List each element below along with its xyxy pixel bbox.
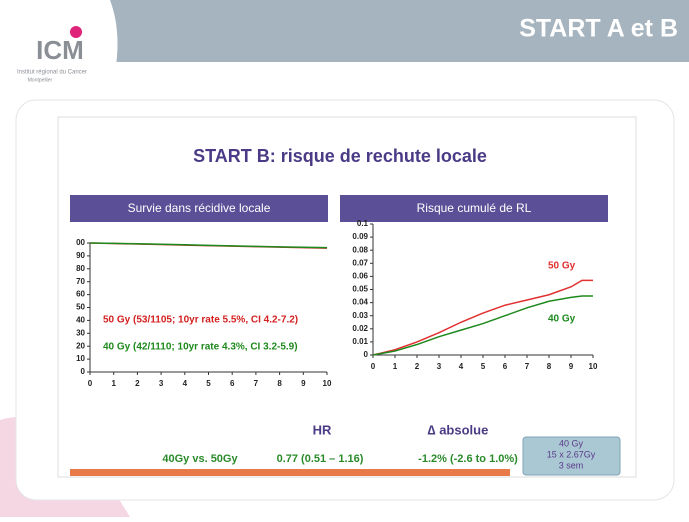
hr-value: 0.77 (0.51 – 1.16) bbox=[277, 453, 364, 465]
x-tick-label: 10 bbox=[323, 379, 332, 388]
series-line bbox=[372, 279, 593, 356]
y-tick-label: 0 bbox=[364, 350, 369, 359]
x-tick-label: 7 bbox=[525, 362, 530, 371]
x-tick-label: 8 bbox=[277, 379, 282, 388]
y-tick-label: 0.06 bbox=[352, 272, 368, 281]
y-tick-label: 10 bbox=[76, 354, 85, 363]
x-tick-label: 9 bbox=[301, 379, 306, 388]
footer-bar bbox=[70, 469, 510, 476]
panel-title: Risque cumulé de RL bbox=[417, 201, 532, 215]
x-tick-label: 3 bbox=[437, 362, 442, 371]
x-tick-label: 3 bbox=[159, 379, 164, 388]
y-tick-label: 80 bbox=[76, 264, 85, 273]
series-line bbox=[372, 295, 593, 356]
x-tick-label: 0 bbox=[371, 362, 376, 371]
x-tick-label: 1 bbox=[393, 362, 398, 371]
y-tick-label: 0.07 bbox=[352, 258, 368, 267]
x-tick-label: 9 bbox=[569, 362, 574, 371]
logo-dot bbox=[70, 26, 82, 38]
y-tick-label: 0.04 bbox=[352, 298, 368, 307]
info-box bbox=[522, 436, 621, 476]
y-tick-label: 0.02 bbox=[352, 324, 368, 333]
slide-title: START B: risque de rechute locale bbox=[193, 146, 487, 166]
hr-header: HR bbox=[313, 422, 332, 437]
y-tick-label: 20 bbox=[76, 341, 85, 350]
logo-line: Montpellier bbox=[28, 77, 53, 83]
x-tick-label: 8 bbox=[547, 362, 552, 371]
panel-header bbox=[340, 195, 608, 222]
y-tick-label: 50 bbox=[76, 303, 85, 312]
series-label: 50 Gy bbox=[548, 261, 576, 272]
x-tick-label: 4 bbox=[183, 379, 188, 388]
y-tick-label: 60 bbox=[76, 290, 85, 299]
box-line: 15 x 2.67Gy bbox=[547, 449, 596, 459]
x-tick-label: 0 bbox=[88, 379, 93, 388]
box-line: 40 Gy bbox=[559, 438, 584, 448]
x-tick-label: 5 bbox=[481, 362, 486, 371]
row-label: 40Gy vs. 50Gy bbox=[162, 453, 238, 465]
x-tick-label: 6 bbox=[503, 362, 508, 371]
panel-title: Survie dans récidive locale bbox=[128, 201, 271, 215]
y-tick-label: 40 bbox=[76, 316, 85, 325]
y-tick-label: 70 bbox=[76, 277, 85, 286]
logo: ICM bbox=[36, 35, 84, 65]
y-tick-label: 0.01 bbox=[352, 337, 368, 346]
y-tick-label: 0.09 bbox=[352, 232, 368, 241]
panel-header bbox=[70, 195, 328, 222]
x-tick-label: 1 bbox=[111, 379, 116, 388]
y-tick-label: 90 bbox=[76, 251, 85, 260]
logo-line: Institut régional du Cancer bbox=[17, 70, 87, 76]
x-tick-label: 4 bbox=[459, 362, 464, 371]
series-line bbox=[89, 242, 328, 249]
header-title: START A et B bbox=[519, 15, 678, 43]
y-tick-label: 30 bbox=[76, 328, 85, 337]
y-tick-label: 0.08 bbox=[352, 245, 368, 254]
x-tick-label: 2 bbox=[135, 379, 140, 388]
y-tick-label: 00 bbox=[76, 238, 85, 247]
x-tick-label: 7 bbox=[254, 379, 259, 388]
x-tick-label: 2 bbox=[415, 362, 420, 371]
slide-image bbox=[57, 116, 637, 478]
x-tick-label: 6 bbox=[230, 379, 235, 388]
x-tick-label: 10 bbox=[589, 362, 598, 371]
series-label: 40 Gy bbox=[548, 314, 576, 325]
box-line: 3 sem bbox=[559, 460, 584, 470]
y-tick-label: 0.05 bbox=[352, 285, 368, 294]
delta-value: -1.2% (-2.6 to 1.0%) bbox=[418, 453, 518, 465]
y-tick-label: 0.1 bbox=[357, 219, 369, 228]
y-tick-label: 0 bbox=[81, 367, 86, 376]
series-label: 50 Gy (53/1105; 10yr rate 5.5%, CI 4.2-7… bbox=[103, 315, 298, 326]
logo-area bbox=[0, 0, 118, 95]
delta-header: ∆ absolue bbox=[428, 422, 489, 437]
x-tick-label: 5 bbox=[206, 379, 211, 388]
series-label: 40 Gy (42/1110; 10yr rate 4.3%, CI 3.2-5… bbox=[103, 342, 298, 353]
y-tick-label: 0.03 bbox=[352, 311, 368, 320]
